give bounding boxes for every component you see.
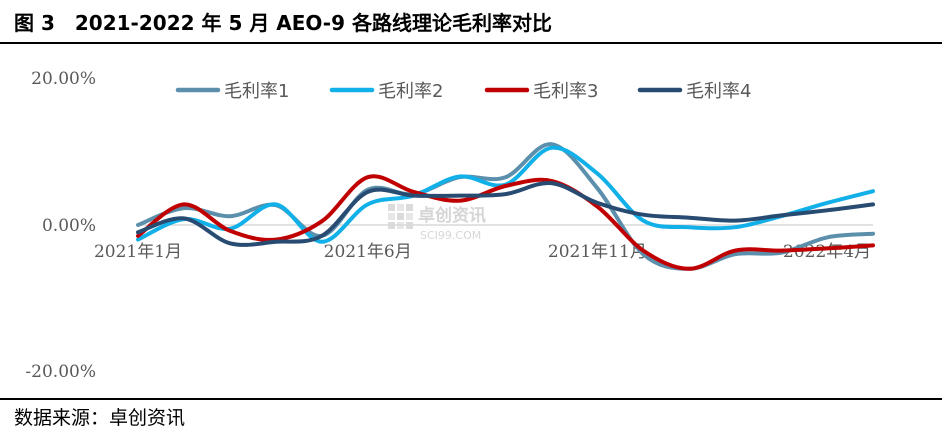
watermark-site: SCI99.COM (420, 229, 481, 242)
figure-label: 图 3 (14, 10, 55, 35)
x-tick-label: 2021年1月 (94, 242, 182, 262)
figure-title: 2021-2022 年 5 月 AEO-9 各路线理论毛利率对比 (74, 10, 552, 35)
series-line-3 (136, 174, 875, 271)
line-chart: 卓创资讯 SCI99.COM 20.00% 0.00% -20.00% 2021年1月… (25, 69, 875, 382)
series-line-4 (136, 181, 875, 247)
figure-title-bar: 图 3 2021-2022 年 5 月 AEO-9 各路线理论毛利率对比 (0, 0, 942, 44)
chart-legend: 毛利率1 毛利率2 毛利率3 毛利率4 (175, 81, 751, 102)
y-tick-label: -20.00% (25, 362, 96, 382)
y-tick-label: 20.00% (31, 69, 96, 89)
legend-label: 毛利率1 (224, 81, 289, 102)
watermark-logo: 卓创资讯 SCI99.COM (388, 204, 486, 242)
x-tick-label: 2021年6月 (324, 242, 412, 262)
x-tick-label: 2021年11月 (548, 242, 647, 262)
legend-label: 毛利率3 (533, 81, 598, 102)
source-bar: 数据来源：卓创资讯 (0, 398, 942, 432)
legend-label: 毛利率2 (378, 81, 443, 102)
legend-label: 毛利率4 (686, 81, 751, 102)
series-layer (136, 142, 875, 271)
watermark-name: 卓创资讯 (418, 205, 486, 226)
source-note: 数据来源：卓创资讯 (14, 406, 186, 429)
y-tick-label: 0.00% (42, 216, 96, 236)
